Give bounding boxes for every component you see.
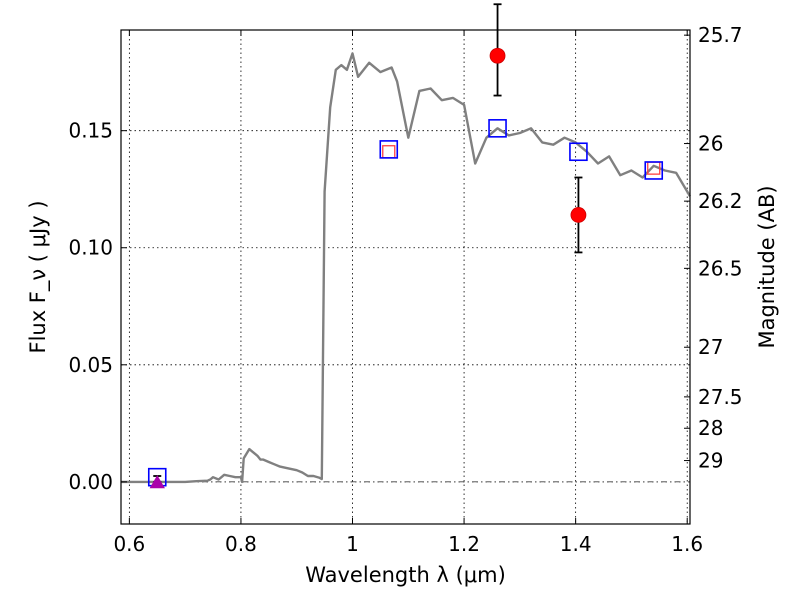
grid [121,30,690,524]
model-marker [488,119,507,138]
y-tick-label: 0.10 [68,236,113,260]
detection-marker [570,207,587,223]
right-tick-label: 27 [698,335,723,359]
right-tick-label: 25.7 [698,23,743,47]
y-tick-label: 0.15 [68,119,113,143]
sed-template-line [121,52,692,484]
right-tick-label: 26.2 [698,189,743,213]
y-tick-label: 0.00 [68,470,113,494]
y-tick-label: 0.05 [68,353,113,377]
model-marker [379,140,399,159]
detection-marker [489,47,506,64]
upper-limit-marker [149,475,165,489]
x-tick-label: 0.6 [113,532,145,556]
ticks: 0.6 0.8 1 1.2 1.4 1.6 0.00 0.05 0.10 0.15 25.7 26 26… [68,23,742,556]
y-axis-right-label: Magnitude (AB) [755,185,779,348]
series [121,52,692,484]
x-tick-label: 1.6 [671,532,703,556]
right-tick-label: 26.5 [698,256,743,280]
x-tick-label: 1.4 [560,532,592,556]
x-tick-label: 0.8 [225,532,257,556]
x-axis-label: Wavelength λ (μm) [305,563,506,587]
x-tick-label: 1 [346,532,359,556]
observed-marker [382,145,396,159]
model-marker [644,161,664,180]
x-tick-label: 1.2 [448,532,480,556]
model-marker [569,142,588,162]
right-tick-label: 26 [698,132,723,156]
plot-frame [120,29,691,525]
y-axis-label: Flux F_ν ( μJy ) [26,200,51,353]
right-tick-label: 27.5 [698,385,743,409]
right-tick-label: 29 [698,449,723,473]
markers [147,3,664,489]
right-tick-label: 28 [698,416,723,440]
